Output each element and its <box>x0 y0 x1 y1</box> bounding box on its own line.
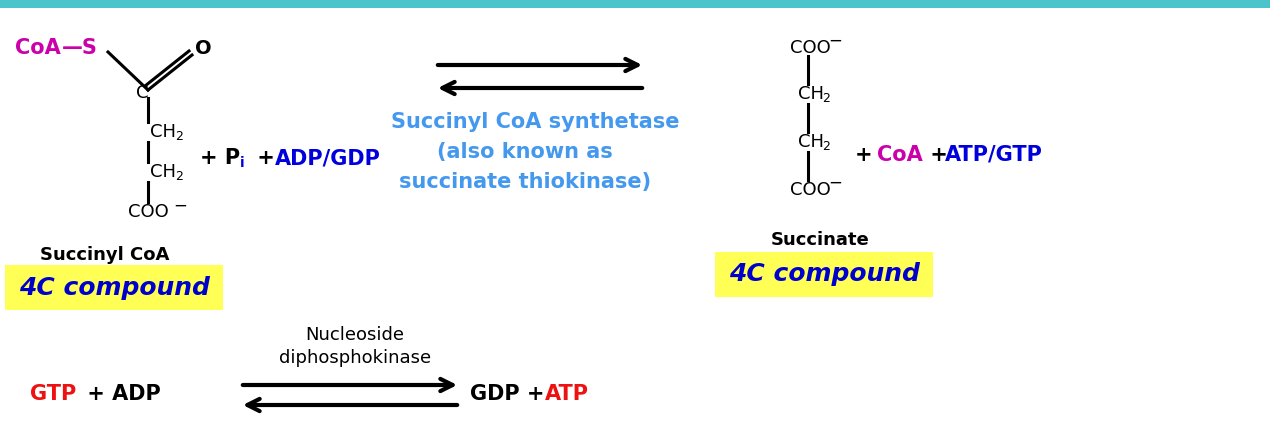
Text: Succinyl CoA: Succinyl CoA <box>41 246 170 264</box>
Text: GTP: GTP <box>30 384 76 404</box>
Text: + ADP: + ADP <box>80 384 161 404</box>
Text: +: + <box>250 148 282 168</box>
Text: +: + <box>923 145 955 165</box>
Text: 2: 2 <box>175 170 183 183</box>
Text: CH: CH <box>798 85 824 103</box>
Text: COO: COO <box>790 181 831 199</box>
Text: 2: 2 <box>822 92 829 106</box>
Text: ATP: ATP <box>545 384 589 404</box>
Text: ATP/GTP: ATP/GTP <box>945 145 1043 165</box>
Text: −: − <box>173 197 187 215</box>
Text: COO: COO <box>128 203 169 221</box>
Text: −: − <box>828 174 842 192</box>
Text: C: C <box>136 84 149 102</box>
Text: CoA: CoA <box>15 38 61 58</box>
Text: Succinate: Succinate <box>771 231 870 249</box>
Text: —S: —S <box>62 38 98 58</box>
Text: i: i <box>240 156 245 170</box>
Text: 2: 2 <box>822 140 829 153</box>
Bar <box>715 252 933 297</box>
Bar <box>0 0 1270 8</box>
Text: CH: CH <box>150 123 177 141</box>
Text: O: O <box>196 38 212 58</box>
Bar <box>5 265 224 310</box>
Text: −: − <box>828 32 842 50</box>
Text: (also known as: (also known as <box>437 142 613 162</box>
Text: GDP +: GDP + <box>470 384 551 404</box>
Text: 4C compound: 4C compound <box>19 276 210 300</box>
Text: Nucleoside: Nucleoside <box>306 326 405 344</box>
Text: CoA: CoA <box>878 145 923 165</box>
Text: succinate thiokinase): succinate thiokinase) <box>399 172 652 192</box>
Text: CH: CH <box>798 133 824 151</box>
Text: 2: 2 <box>175 131 183 144</box>
Text: COO: COO <box>790 39 831 57</box>
Text: diphosphokinase: diphosphokinase <box>279 349 431 367</box>
Text: + P: + P <box>199 148 240 168</box>
Text: CH: CH <box>150 163 177 181</box>
Text: Succinyl CoA synthetase: Succinyl CoA synthetase <box>391 112 679 132</box>
Text: ADP/GDP: ADP/GDP <box>276 148 381 168</box>
Text: +: + <box>855 145 880 165</box>
Text: 4C compound: 4C compound <box>729 263 919 286</box>
